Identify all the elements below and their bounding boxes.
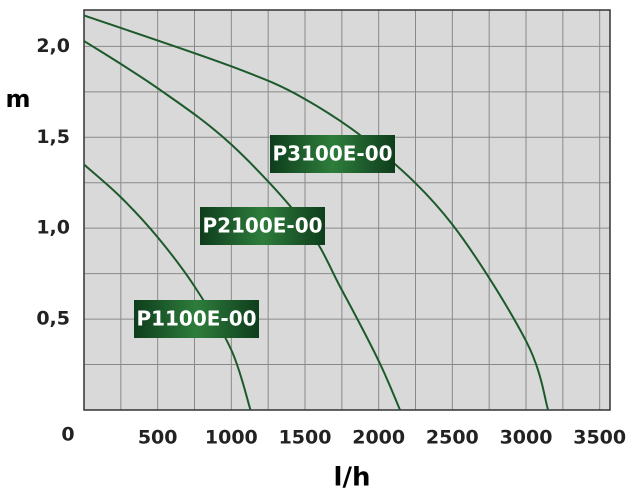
curve-label-box	[134, 300, 259, 338]
y-tick-label: 0	[61, 424, 74, 446]
plot-border	[83, 9, 611, 411]
curve-label: P2100E-00	[202, 214, 322, 238]
curve-label: P3100E-00	[272, 142, 392, 166]
plot-area	[84, 10, 610, 410]
x-tick-label: 2000	[352, 427, 405, 449]
x-tick-label: 2500	[426, 427, 479, 449]
x-tick-label: 1500	[279, 427, 332, 449]
curve-label-box	[200, 207, 325, 245]
x-tick-label: 1000	[205, 427, 258, 449]
y-tick-label: 0,5	[36, 308, 70, 330]
y-tick-label: 2,0	[36, 35, 70, 57]
curve-label: P1100E-00	[136, 307, 256, 331]
pump-curve	[83, 163, 252, 411]
y-tick-label: 1,0	[36, 217, 70, 239]
x-tick-label: 500	[138, 427, 178, 449]
curve-label-box	[270, 135, 395, 173]
y-tick-label: 1,5	[36, 126, 70, 148]
y-axis-label: m	[5, 85, 30, 113]
x-axis-label: l/h	[334, 463, 371, 493]
x-tick-label: 3500	[573, 427, 626, 449]
x-tick-label: 3000	[500, 427, 553, 449]
